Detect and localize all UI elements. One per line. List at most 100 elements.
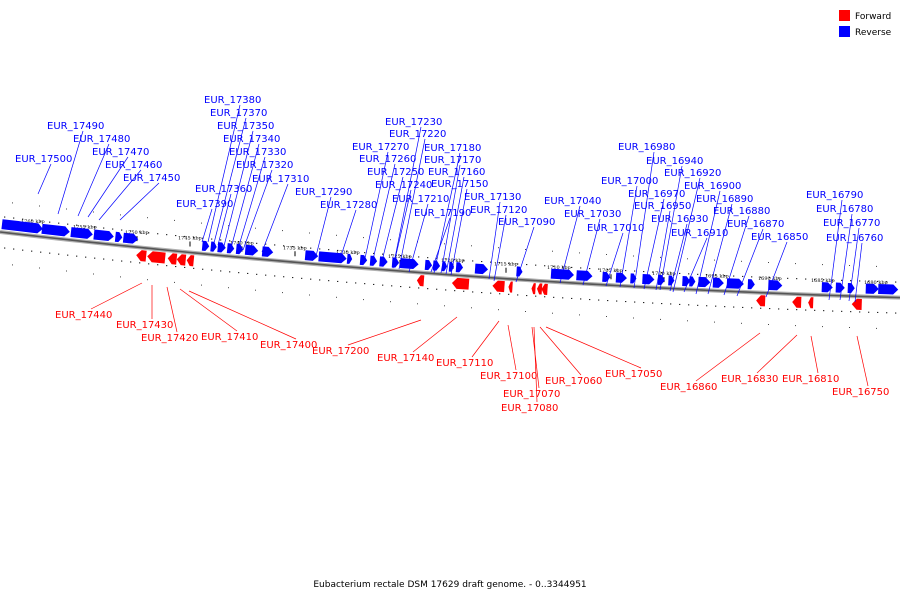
forward-gene-label: EUR_17110 bbox=[436, 358, 493, 369]
reverse-gene-leader bbox=[371, 163, 396, 265]
forward-gene-leader bbox=[810, 335, 819, 374]
reverse-gene-arrow bbox=[70, 227, 93, 239]
reverse-gene-arrow bbox=[318, 251, 347, 264]
reverse-gene-leader bbox=[217, 193, 232, 246]
reverse-gene-arrow bbox=[726, 278, 744, 289]
reverse-gene-label: EUR_16910 bbox=[671, 228, 728, 239]
scale-tick-label: 1710 kbp bbox=[547, 265, 571, 271]
reverse-gene-label: EUR_17260 bbox=[359, 154, 416, 165]
reverse-gene-label: EUR_17270 bbox=[352, 142, 409, 153]
map-caption: Eubacterium rectale DSM 17629 draft geno… bbox=[313, 580, 586, 590]
forward-gene-leader bbox=[695, 332, 761, 382]
forward-gene-arrow bbox=[541, 283, 548, 295]
reverse-gene-leader bbox=[213, 117, 247, 244]
reverse-gene-leader bbox=[828, 199, 843, 301]
reverse-gene-leader bbox=[445, 176, 465, 275]
reverse-gene-leader bbox=[582, 218, 601, 286]
reverse-gene-label: EUR_16850 bbox=[751, 232, 808, 243]
forward-gene-arrow bbox=[167, 253, 178, 265]
reverse-gene-arrow bbox=[835, 282, 845, 293]
reverse-gene-leader bbox=[655, 210, 671, 291]
forward-gene-arrow bbox=[147, 251, 166, 264]
reverse-gene-leader bbox=[669, 223, 688, 292]
forward-gene-leader bbox=[471, 320, 500, 358]
reverse-gene-arrow bbox=[261, 246, 274, 257]
gene-labels: EUR_17500 EUR_17490 EUR_17480 EUR_17470 EUR_… bbox=[15, 95, 889, 414]
reverse-gene-leader bbox=[408, 203, 429, 273]
reverse-gene-label: EUR_17160 bbox=[428, 167, 485, 178]
reverse-gene-leader bbox=[433, 152, 461, 274]
reverse-gene-label: EUR_17230 bbox=[385, 117, 442, 128]
reverse-gene-leader bbox=[398, 138, 426, 270]
legend-forward-swatch bbox=[839, 10, 850, 21]
scale-tick-label: 1680 kbp bbox=[864, 280, 888, 286]
forward-gene-leader bbox=[90, 282, 143, 310]
reverse-gene-label: EUR_17350 bbox=[217, 121, 274, 132]
reverse-gene-label: EUR_17030 bbox=[564, 209, 621, 220]
reverse-gene-leader bbox=[440, 164, 461, 274]
scale-tick-label: 1760 kbp bbox=[21, 219, 45, 225]
forward-gene-leader bbox=[179, 288, 238, 332]
reverse-gene-leader bbox=[848, 227, 860, 302]
reverse-gene-arrow bbox=[235, 243, 244, 255]
reverse-gene-label: EUR_17190 bbox=[414, 208, 471, 219]
scale-tick-label: 1700 kbp bbox=[652, 271, 676, 277]
reverse-gene-arrow bbox=[682, 276, 691, 287]
reverse-gene-leader bbox=[672, 177, 701, 293]
forward-gene-leader bbox=[533, 326, 538, 403]
reverse-gene-leader bbox=[619, 185, 638, 288]
reverse-gene-leader bbox=[643, 198, 665, 290]
reverse-gene-arrow bbox=[474, 263, 489, 275]
reverse-gene-leader bbox=[515, 226, 535, 283]
reverse-gene-arrow bbox=[847, 282, 855, 294]
reverse-gene-label: EUR_17500 bbox=[15, 154, 72, 165]
forward-gene-label: EUR_17440 bbox=[55, 310, 112, 321]
reverse-gene-arrow bbox=[865, 283, 879, 294]
forward-gene-label: EUR_17420 bbox=[141, 333, 198, 344]
forward-gene-label: EUR_17050 bbox=[605, 369, 662, 380]
reverse-gene-leader bbox=[98, 169, 142, 221]
reverse-gene-leader bbox=[707, 203, 733, 295]
reverse-gene-label: EUR_16930 bbox=[651, 214, 708, 225]
reverse-gene-leader bbox=[605, 232, 624, 287]
forward-gene-label: EUR_17140 bbox=[377, 353, 434, 364]
reverse-gene-leader bbox=[392, 189, 412, 269]
reverse-gene-leader bbox=[683, 237, 708, 293]
reverse-gene-arrow bbox=[668, 275, 675, 286]
forward-gene-arrow bbox=[492, 280, 505, 293]
reverse-gene-arrow bbox=[122, 232, 139, 244]
reverse-gene-arrow bbox=[424, 259, 433, 271]
reverse-gene-label: EUR_17040 bbox=[544, 196, 601, 207]
reverse-gene-label: EUR_17250 bbox=[367, 167, 424, 178]
reverse-gene-arrow bbox=[689, 276, 696, 287]
forward-gene-label: EUR_17430 bbox=[116, 320, 173, 331]
reverse-gene-label: EUR_17010 bbox=[587, 223, 644, 234]
reverse-gene-label: EUR_16980 bbox=[618, 142, 675, 153]
forward-gene-leader bbox=[347, 319, 422, 346]
scale-tick-label: 1755 kbp bbox=[73, 225, 97, 231]
legend-reverse-swatch bbox=[839, 26, 850, 37]
reverse-gene-label: EUR_16870 bbox=[727, 219, 784, 230]
forward-gene-label: EUR_17060 bbox=[545, 376, 602, 387]
reverse-gene-label: EUR_17220 bbox=[389, 129, 446, 140]
scale-tick-label: 1725 kbp bbox=[388, 254, 412, 260]
reverse-gene-label: EUR_17390 bbox=[176, 199, 233, 210]
forward-gene-leader bbox=[539, 326, 582, 376]
reverse-gene-leader bbox=[207, 104, 241, 243]
reverse-gene-leader bbox=[695, 190, 721, 295]
reverse-gene-leader bbox=[723, 215, 750, 296]
reverse-gene-leader bbox=[765, 241, 788, 298]
reverse-gene-arrow bbox=[576, 270, 593, 281]
forward-gene-arrow bbox=[808, 297, 814, 309]
reverse-gene-label: EUR_17290 bbox=[295, 187, 352, 198]
reverse-gene-label: EUR_16950 bbox=[634, 201, 691, 212]
reverse-gene-label: EUR_17180 bbox=[424, 143, 481, 154]
reverse-gene-label: EUR_17480 bbox=[73, 134, 130, 145]
reverse-gene-label: EUR_17150 bbox=[431, 179, 488, 190]
forward-gene-arrow bbox=[851, 298, 862, 310]
forward-gene-arrow bbox=[176, 254, 187, 266]
reverse-gene-label: EUR_16880 bbox=[713, 206, 770, 217]
forward-gene-arrow bbox=[136, 250, 147, 262]
reverse-gene-leader bbox=[659, 165, 683, 291]
